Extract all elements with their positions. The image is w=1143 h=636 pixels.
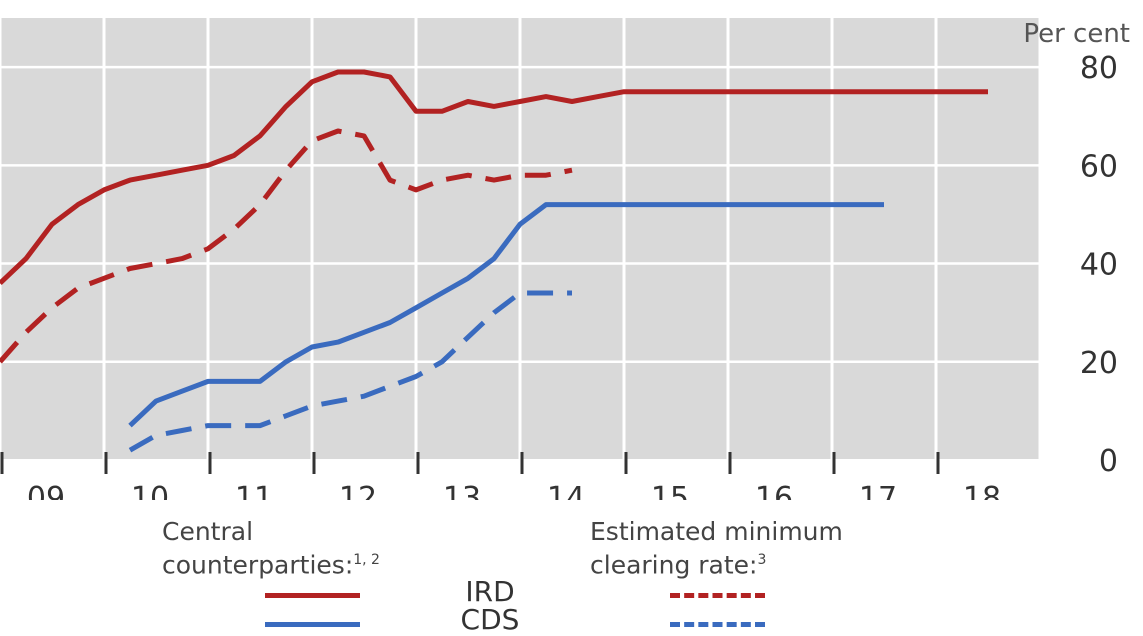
y-tick-label: 80 xyxy=(1080,51,1118,86)
line-chart: 0 20 40 60 80 09 10 11 12 13 14 15 16 17 18 Per cent xyxy=(0,18,1130,500)
x-axis-labels: 09 10 11 12 13 14 15 16 17 18 xyxy=(27,481,1001,500)
x-tick-label: 09 xyxy=(27,481,65,500)
legend-label-ird: IRD xyxy=(465,575,515,608)
x-tick-label: 13 xyxy=(443,481,481,500)
x-tick-label: 18 xyxy=(963,481,1001,500)
legend-group-ccp-line2: counterparties: xyxy=(162,550,354,580)
x-tick-label: 11 xyxy=(235,481,273,500)
y-tick-label: 60 xyxy=(1080,149,1118,184)
legend-group-min-footnote: 3 xyxy=(757,552,767,568)
x-tick-label: 12 xyxy=(339,481,377,500)
y-tick-label: 20 xyxy=(1080,346,1118,381)
legend: Central counterparties:1, 2 Estimated mi… xyxy=(0,500,1143,636)
legend-group-ccp-title: Central counterparties:1, 2 xyxy=(162,518,380,579)
legend-group-ccp-footnote: 1, 2 xyxy=(353,552,380,568)
x-tick-label: 14 xyxy=(547,481,585,500)
x-tick-label: 10 xyxy=(131,481,169,500)
legend-label-cds: CDS xyxy=(460,603,520,636)
y-axis-labels: 0 20 40 60 80 xyxy=(1080,51,1118,479)
series-line-min_cds xyxy=(128,290,572,453)
legend-group-ccp-line1: Central xyxy=(162,517,254,546)
series-lines xyxy=(0,69,988,453)
x-axis-ticks xyxy=(0,452,940,474)
legend-swatch-min-cds xyxy=(670,622,765,627)
legend-group-min-line1: Estimated minimum xyxy=(590,517,843,546)
y-tick-label: 0 xyxy=(1099,444,1118,479)
legend-swatch-ccp-ird xyxy=(265,593,360,598)
x-tick-label: 17 xyxy=(859,481,897,500)
legend-group-min-title: Estimated minimum clearing rate:3 xyxy=(590,518,843,579)
series-line-ccp_cds xyxy=(128,202,884,428)
legend-group-min-line2: clearing rate: xyxy=(590,550,758,580)
series-line-min_ird xyxy=(0,128,573,364)
legend-swatch-min-ird xyxy=(670,593,765,598)
legend-swatch-ccp-cds xyxy=(265,622,360,627)
y-tick-label: 40 xyxy=(1080,248,1118,283)
unit-label: Per cent xyxy=(1023,19,1130,49)
x-tick-label: 16 xyxy=(755,481,793,500)
x-tick-label: 15 xyxy=(651,481,689,500)
series-line-ccp_ird xyxy=(0,69,988,286)
